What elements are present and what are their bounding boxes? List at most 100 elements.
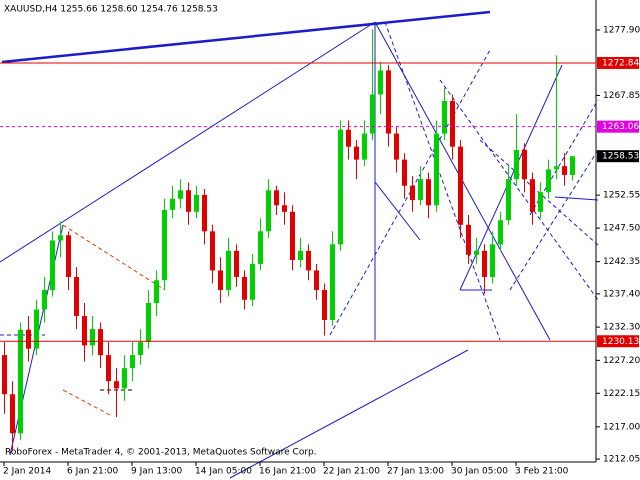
candle-body xyxy=(466,224,471,255)
candle-body xyxy=(82,316,87,346)
candle-body xyxy=(258,231,263,264)
candle-body xyxy=(354,146,359,160)
trend-line xyxy=(0,21,376,263)
level-label: 1230.13 xyxy=(602,337,639,347)
candle-body xyxy=(394,133,399,160)
candle-body xyxy=(514,149,519,180)
candle-body xyxy=(314,270,319,290)
current-price-box xyxy=(597,150,639,163)
candle-body xyxy=(570,156,575,175)
y-tick-label: 1277.90 xyxy=(603,25,640,35)
candle-body xyxy=(58,235,63,241)
candle-body xyxy=(386,70,391,134)
candle-body xyxy=(322,289,327,320)
trend-line xyxy=(554,196,599,201)
candle-body xyxy=(338,129,343,245)
candle-body xyxy=(378,70,383,95)
candle-body xyxy=(34,309,39,349)
trend-line xyxy=(62,224,166,291)
level-label-box xyxy=(597,120,639,133)
y-tick-label: 1242.35 xyxy=(603,257,640,267)
candle-body xyxy=(418,179,423,201)
level-label-box xyxy=(597,335,639,348)
candle-body xyxy=(282,205,287,212)
candle-body xyxy=(178,190,183,199)
candle-body xyxy=(370,94,375,134)
y-tick-label: 1227.20 xyxy=(603,356,640,366)
candle-body xyxy=(290,211,295,260)
candle-body xyxy=(98,329,103,356)
trend-line xyxy=(384,21,501,341)
candle-body xyxy=(234,250,239,277)
candle-body xyxy=(410,185,415,201)
candle-body xyxy=(146,303,151,343)
current-price-label: 1258.53 xyxy=(602,152,639,162)
candle-body xyxy=(434,133,439,206)
x-tick-label: 6 Jan 21:00 xyxy=(67,467,119,477)
header: XAUUSD,H4 1255.66 1258.60 1254.76 1258.5… xyxy=(4,5,218,15)
candle-body xyxy=(298,250,303,260)
candle-body xyxy=(306,250,311,271)
x-tick-label: 22 Jan 21:00 xyxy=(323,467,380,477)
x-tick-label: 3 Feb 21:00 xyxy=(515,467,569,477)
y-tick-label: 1252.55 xyxy=(603,191,640,201)
x-tick-label: 27 Jan 13:00 xyxy=(387,467,444,477)
candle-body xyxy=(346,129,351,147)
candle-body xyxy=(26,329,31,349)
candle-body xyxy=(554,166,559,170)
candle-body xyxy=(130,355,135,369)
candle-body xyxy=(170,198,175,210)
candle-body xyxy=(522,149,527,180)
x-tick-label: 9 Jan 13:00 xyxy=(131,467,183,477)
candle-body xyxy=(122,368,127,389)
candle-body xyxy=(2,355,7,395)
candle-body xyxy=(202,194,207,232)
candle-body xyxy=(442,101,447,134)
trend-line xyxy=(1,10,491,64)
trend-line xyxy=(62,389,111,416)
candle-body xyxy=(562,166,567,175)
candle-body xyxy=(250,263,255,300)
candle-body xyxy=(218,270,223,290)
candle-body xyxy=(138,342,143,356)
trend-line xyxy=(439,79,599,301)
x-tick-label: 14 Jan 05:00 xyxy=(195,467,252,477)
y-tick-label: 1212.05 xyxy=(603,455,640,465)
y-tick-label: 1222.15 xyxy=(603,389,640,399)
candle-body xyxy=(242,276,247,300)
candle-body xyxy=(490,244,495,277)
candle-body xyxy=(154,280,159,304)
y-tick-label: 1247.50 xyxy=(603,224,640,234)
candle-body xyxy=(50,240,55,290)
candle-body xyxy=(530,179,535,212)
trend-line xyxy=(229,349,469,479)
y-tick-label: 1237.40 xyxy=(603,289,640,299)
level-label-box xyxy=(597,56,639,69)
candle-body xyxy=(18,329,23,434)
candle-body xyxy=(42,289,47,310)
candle-body xyxy=(498,220,503,245)
candle-body xyxy=(266,190,271,232)
level-label: 1272.84 xyxy=(602,58,639,68)
candle-body xyxy=(474,250,479,255)
candle-body xyxy=(194,194,199,212)
candle-body xyxy=(114,381,119,389)
candle-body xyxy=(74,276,79,317)
candle-body xyxy=(226,250,231,290)
candle-body xyxy=(66,235,71,277)
candle-body xyxy=(274,190,279,206)
candle-body xyxy=(458,146,463,225)
x-tick-label: 2 Jan 2014 xyxy=(3,467,51,477)
candle-body xyxy=(426,179,431,206)
x-tick-label: 16 Jan 21:00 xyxy=(259,467,316,477)
candle-body xyxy=(186,190,191,212)
level-label: 1263.06 xyxy=(602,122,639,132)
footer: RoboForex - MetaTrader 4, © 2001-2013, M… xyxy=(5,448,317,458)
candle-body xyxy=(506,179,511,221)
candle-body xyxy=(546,169,551,193)
candle-body xyxy=(210,231,215,271)
candle-body xyxy=(362,133,367,160)
y-tick-label: 1267.85 xyxy=(603,91,640,101)
